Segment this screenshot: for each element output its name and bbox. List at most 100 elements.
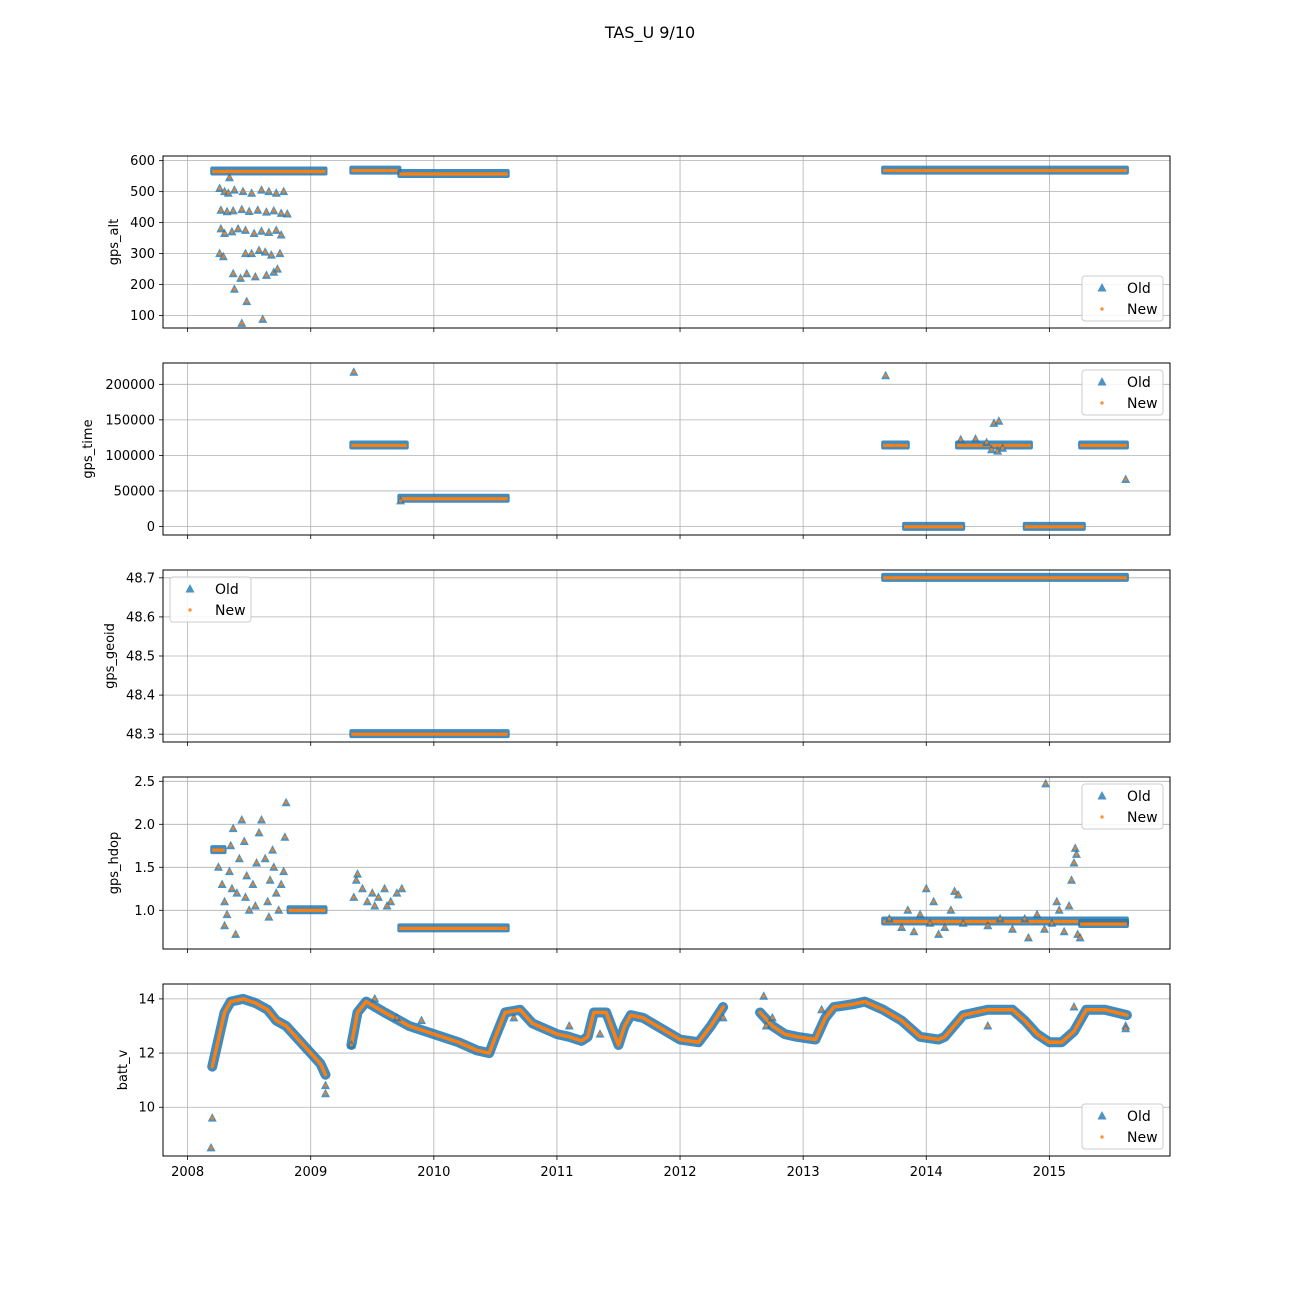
y-tick-label: 2.0 <box>134 818 155 833</box>
new-point <box>245 299 249 304</box>
legend-label-old: Old <box>215 582 239 598</box>
y-tick-label: 48.6 <box>126 610 155 625</box>
new-point <box>1078 936 1082 940</box>
new-point <box>906 908 910 912</box>
new-point <box>222 231 227 236</box>
new-point <box>243 228 248 233</box>
y-tick-label: 0 <box>147 520 155 535</box>
y-axis-label: gps_hdop <box>107 832 122 894</box>
new-point <box>220 882 224 887</box>
x-tick-label: 2008 <box>171 1165 204 1180</box>
y-tick-label: 300 <box>130 247 155 262</box>
new-point <box>261 317 265 322</box>
new-point <box>1072 1005 1076 1009</box>
new-point <box>267 189 271 194</box>
new-point <box>240 818 244 822</box>
new-point <box>1055 900 1059 904</box>
new-point <box>419 1018 424 1023</box>
new-point <box>395 1016 399 1020</box>
legend-label-new: New <box>1127 810 1158 826</box>
y-tick-label: 150000 <box>105 413 155 428</box>
legend-label-new: New <box>1127 396 1158 412</box>
new-point <box>245 874 249 878</box>
data-marks <box>349 572 1129 739</box>
new-point <box>274 228 278 233</box>
new-point <box>252 231 256 236</box>
new-point <box>222 189 227 194</box>
new-point <box>278 251 282 256</box>
y-tick-label: 100000 <box>105 449 155 464</box>
y-axis-label: batt_v <box>116 1049 131 1090</box>
new-point <box>231 272 235 276</box>
data-marks <box>210 165 1129 327</box>
new-point <box>219 227 223 231</box>
new-point <box>236 227 240 231</box>
new-point <box>721 1016 725 1020</box>
new-point <box>241 189 245 194</box>
new-series-curve <box>210 997 328 1077</box>
new-point <box>762 994 766 998</box>
new-point <box>256 208 260 212</box>
new-point <box>986 1024 990 1028</box>
new-point <box>259 188 264 192</box>
new-point <box>382 887 387 891</box>
new-point <box>770 1016 775 1020</box>
new-point <box>275 267 280 271</box>
new-point <box>373 904 377 908</box>
data-marks <box>210 778 1129 942</box>
new-point <box>257 831 261 835</box>
new-point <box>243 251 248 256</box>
new-point <box>221 255 226 259</box>
legend-label-old: Old <box>1127 281 1151 297</box>
new-point <box>373 997 377 1001</box>
legend-old-marker <box>1097 283 1107 292</box>
new-point <box>997 419 1001 423</box>
new-point <box>989 448 994 452</box>
new-point <box>986 924 990 928</box>
legend-new-marker <box>1100 401 1104 405</box>
y-tick-label: 1.0 <box>134 904 155 919</box>
new-point <box>263 250 267 254</box>
new-point <box>1072 861 1076 865</box>
new-point <box>365 900 370 904</box>
x-tick-label: 2010 <box>417 1165 450 1180</box>
new-point <box>279 211 283 216</box>
legend-new-marker <box>1100 307 1104 311</box>
new-point <box>259 818 264 822</box>
new-point <box>242 839 246 844</box>
y-tick-label: 200000 <box>105 378 155 393</box>
new-point <box>279 882 283 887</box>
new-point <box>209 1146 213 1150</box>
new-point <box>598 1032 602 1036</box>
new-point <box>912 930 916 934</box>
new-point <box>567 1024 571 1028</box>
new-point <box>238 276 243 281</box>
new-point <box>961 921 965 925</box>
new-point <box>272 865 276 869</box>
plot-frame <box>162 362 1171 536</box>
y-axis-label: gps_geoid <box>103 623 118 689</box>
new-point <box>230 887 234 891</box>
new-point <box>263 857 267 861</box>
legend-label-new: New <box>1127 1130 1158 1146</box>
new-point <box>264 210 269 214</box>
panel-gps-hdop: 1.0 1.5 2.0 2.5 gps_hdop Old New <box>107 775 1171 953</box>
new-point <box>283 835 287 839</box>
y-tick-label: 400 <box>130 216 155 231</box>
legend: Old New <box>169 576 252 623</box>
new-point <box>274 191 278 195</box>
new-point <box>222 900 227 904</box>
y-tick-label: 10 <box>138 1101 155 1116</box>
new-point <box>1042 927 1047 931</box>
y-tick-label: 12 <box>138 1047 155 1062</box>
new-point <box>227 869 232 874</box>
plot-frame <box>162 155 1171 329</box>
new-point <box>1075 932 1080 937</box>
new-point <box>918 912 922 917</box>
new-point <box>269 253 274 257</box>
new-point <box>1123 477 1128 482</box>
y-tick-label: 600 <box>130 154 155 169</box>
new-point <box>949 908 953 912</box>
new-point <box>400 887 404 891</box>
new-point <box>259 229 264 234</box>
